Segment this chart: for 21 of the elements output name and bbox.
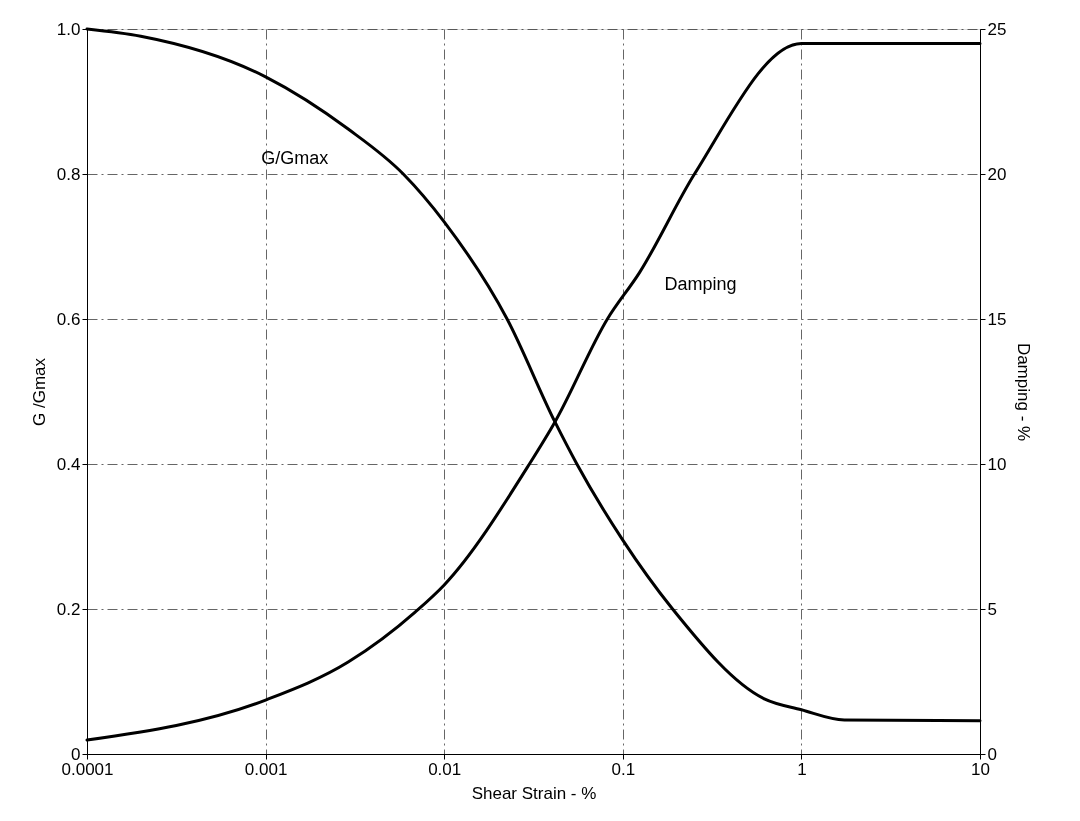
y2-tick-label: 15 <box>987 309 1007 329</box>
y2-tick-label: 25 <box>987 19 1007 39</box>
y-tick-label: 0.6 <box>56 309 81 329</box>
y-axis-title: G /Gmax <box>29 357 49 427</box>
x-tick-label: 0.1 <box>611 759 636 779</box>
x-tick-label: 1 <box>797 759 807 779</box>
x-tick-label: 0.001 <box>244 759 288 779</box>
annotation: Damping <box>664 273 737 294</box>
y2-tick-label: 0 <box>987 744 997 764</box>
y-tick-label: 1.0 <box>56 19 81 39</box>
y-tick-label: 0.4 <box>56 454 81 474</box>
y2-axis-title: Damping - % <box>1014 342 1034 442</box>
x-tick-label: 10 <box>971 759 990 779</box>
y2-tick-label: 10 <box>987 454 1007 474</box>
y-tick-label: 0.8 <box>56 164 81 184</box>
y-tick-label: 0.2 <box>56 599 81 619</box>
annotation: G/Gmax <box>261 148 329 169</box>
y2-tick-label: 5 <box>987 599 997 619</box>
y2-tick-label: 20 <box>987 164 1007 184</box>
x-axis-title: Shear Strain - % <box>471 783 597 803</box>
x-tick-label: 0.01 <box>428 759 462 779</box>
